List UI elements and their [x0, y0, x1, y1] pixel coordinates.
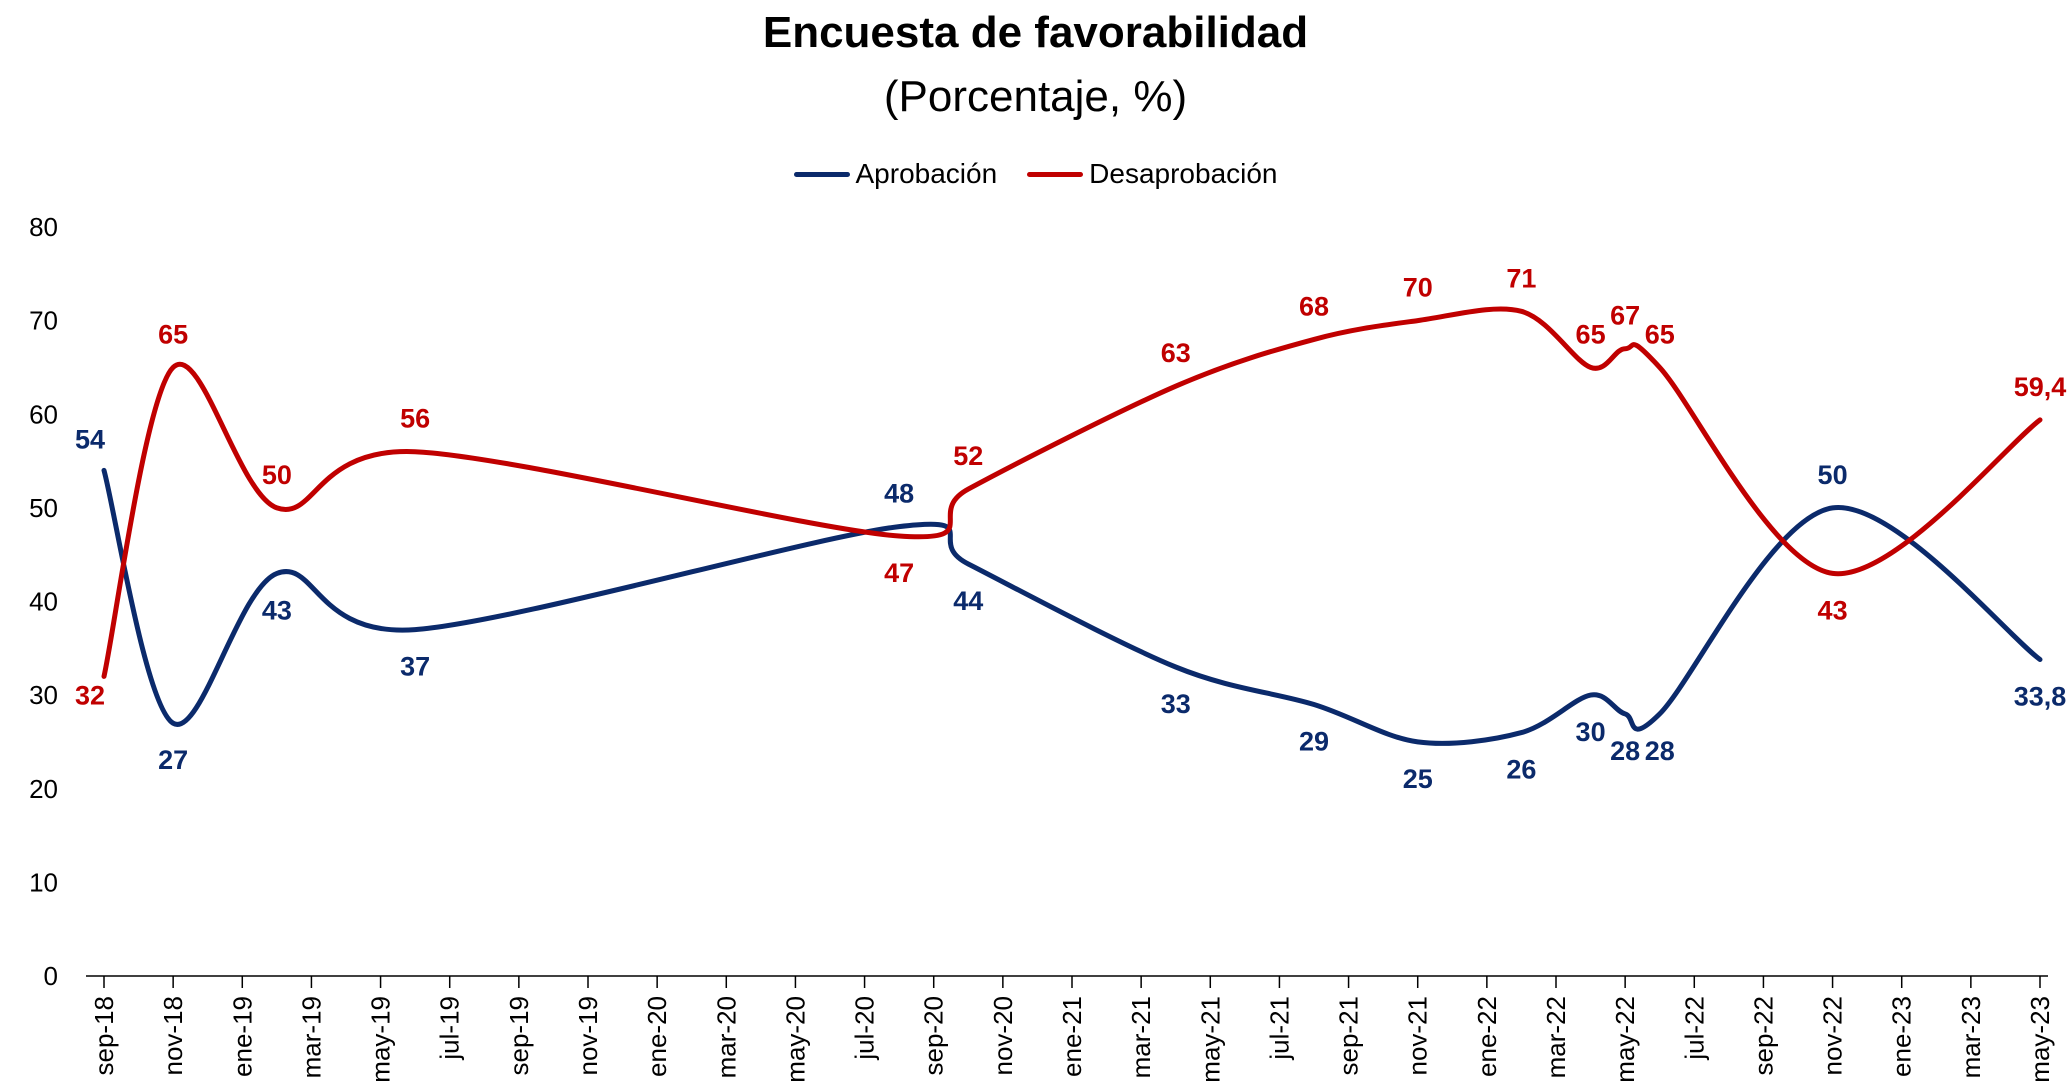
x-tick-label: may-19 [366, 996, 396, 1083]
data-label-aprobacion: 26 [1506, 755, 1536, 785]
x-tick-label: may-20 [780, 996, 810, 1083]
x-tick-label: ene-23 [1887, 996, 1917, 1077]
data-label-desaprobacion: 71 [1506, 263, 1536, 293]
y-tick-label: 0 [44, 961, 58, 991]
y-tick-label: 30 [29, 680, 58, 710]
x-tick-label: sep-20 [919, 996, 949, 1076]
data-label-desaprobacion: 63 [1161, 338, 1191, 368]
series-line-desaprobacion [101, 306, 2043, 679]
data-label-aprobacion: 25 [1403, 764, 1433, 794]
x-tick-label: sep-18 [89, 996, 119, 1076]
data-label-aprobacion: 43 [262, 595, 292, 625]
y-tick-label: 40 [29, 587, 58, 617]
data-label-aprobacion: 44 [953, 586, 983, 616]
x-tick-label: sep-21 [1334, 996, 1364, 1076]
x-tick-label: nov-18 [158, 996, 188, 1076]
x-tick-label: nov-21 [1403, 996, 1433, 1076]
data-label-desaprobacion: 56 [400, 404, 430, 434]
x-tick-label: ene-21 [1057, 996, 1087, 1077]
data-label-aprobacion: 27 [158, 745, 188, 775]
x-tick-label: nov-20 [988, 996, 1018, 1075]
data-label-desaprobacion: 70 [1403, 273, 1433, 303]
data-label-aprobacion: 50 [1818, 460, 1848, 490]
data-label-desaprobacion: 43 [1818, 595, 1848, 625]
legend-swatch-aprobacion [793, 171, 850, 177]
data-label-aprobacion: 33 [1161, 689, 1191, 719]
x-tick-label: jul-21 [1264, 996, 1294, 1061]
x-tick-label: may-22 [1610, 996, 1640, 1083]
x-tick-label: ene-22 [1472, 996, 1502, 1077]
data-label-desaprobacion: 47 [884, 558, 914, 588]
y-tick-label: 80 [29, 212, 58, 242]
x-tick-label: mar-20 [711, 996, 741, 1078]
y-tick-label: 10 [29, 867, 58, 897]
data-label-desaprobacion: 65 [1576, 319, 1606, 349]
legend-item-desaprobacion: Desaprobación [1027, 158, 1278, 190]
legend-label-desaprobacion: Desaprobación [1089, 158, 1278, 189]
chart-subtitle: (Porcentaje, %) [883, 72, 1188, 121]
legend-swatch-desaprobacion [1027, 171, 1084, 177]
data-label-aprobacion: 37 [400, 652, 430, 682]
data-label-desaprobacion: 50 [262, 460, 292, 490]
y-tick-label: 60 [29, 399, 58, 429]
x-tick-label: mar-21 [1126, 996, 1156, 1078]
data-label-aprobacion: 28 [1645, 736, 1675, 766]
data-label-aprobacion: 28 [1610, 736, 1640, 766]
chart-title: Encuesta de favorabilidad [762, 8, 1309, 57]
x-tick-label: nov-19 [573, 996, 603, 1076]
data-label-aprobacion: 29 [1299, 726, 1329, 756]
data-label-desaprobacion: 59,4 [2014, 372, 2067, 402]
data-label-desaprobacion: 68 [1299, 291, 1329, 321]
x-tick-label: jul-20 [850, 996, 880, 1061]
legend: Aprobación Desaprobación [0, 158, 2071, 190]
y-tick-label: 50 [29, 493, 58, 523]
legend-item-aprobacion: Aprobación [793, 158, 998, 190]
x-tick-label: ene-19 [227, 996, 257, 1077]
legend-label-aprobacion: Aprobación [855, 158, 998, 189]
data-label-aprobacion: 30 [1576, 717, 1606, 747]
x-tick-label: mar-23 [1956, 996, 1986, 1078]
y-tick-label: 70 [29, 306, 58, 336]
series-line-aprobacion [101, 467, 2043, 746]
x-tick-label: sep-22 [1748, 996, 1778, 1076]
x-tick-label: may-23 [2025, 996, 2055, 1083]
x-tick-label: sep-19 [504, 996, 534, 1076]
x-tick-label: mar-19 [296, 996, 326, 1078]
data-label-desaprobacion: 32 [75, 680, 105, 710]
data-label-desaprobacion: 67 [1610, 301, 1640, 331]
x-tick-label: jul-19 [435, 996, 465, 1061]
data-label-aprobacion: 33,8 [2014, 682, 2067, 712]
x-tick-label: jul-22 [1679, 996, 1709, 1061]
data-label-desaprobacion: 52 [953, 441, 983, 471]
y-tick-label: 20 [29, 774, 58, 804]
x-tick-label: ene-20 [642, 996, 672, 1077]
data-label-aprobacion: 48 [884, 479, 914, 509]
data-label-desaprobacion: 65 [1645, 319, 1675, 349]
x-tick-label: may-21 [1195, 996, 1225, 1083]
data-label-aprobacion: 54 [75, 424, 105, 454]
x-tick-label: nov-22 [1818, 996, 1848, 1076]
data-label-desaprobacion: 65 [158, 319, 188, 349]
x-tick-label: mar-22 [1541, 996, 1571, 1078]
